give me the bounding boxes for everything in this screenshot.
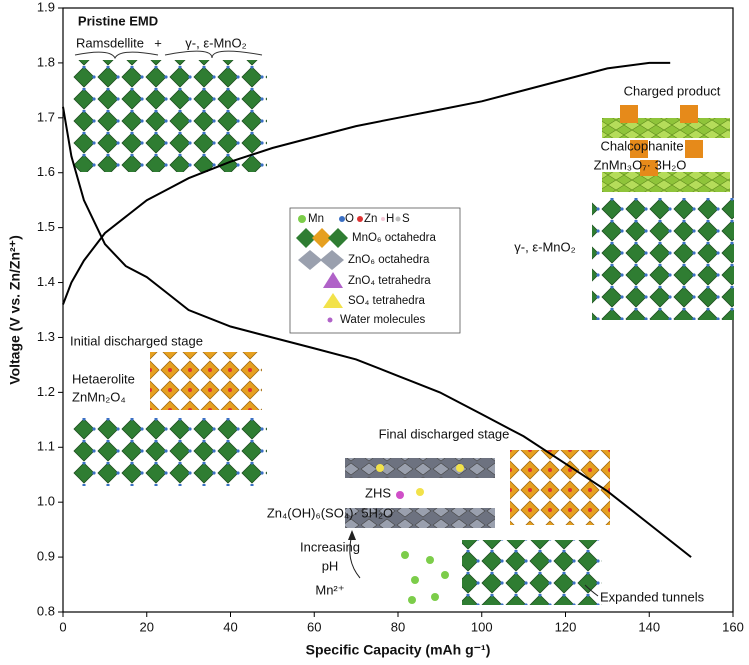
annotation: γ-, ε-MnO₂ [185, 35, 246, 50]
x-tick-label: 160 [722, 619, 744, 634]
curve [62, 106, 692, 558]
annotation: Increasing [300, 539, 360, 554]
y-tick-label: 1.9 [37, 0, 55, 14]
y-axis-title: Voltage (V vs. Zn/Zn²⁺) [7, 235, 23, 384]
x-tick-label: 60 [307, 619, 321, 634]
key-atom: H [386, 213, 394, 225]
annotation: Hetaerolite [72, 371, 135, 386]
key-atom: Mn [308, 213, 324, 225]
y-tick-label: 1.3 [37, 329, 55, 344]
curve [62, 61, 671, 305]
key-atom: S [402, 213, 410, 225]
y-tick-label: 1.6 [37, 164, 55, 179]
x-tick-label: 80 [391, 619, 405, 634]
y-tick-label: 1.5 [37, 219, 55, 234]
x-tick-label: 0 [59, 619, 66, 634]
annotation: ZnMn₂O₄ [72, 389, 126, 404]
key-unit: MnO₆ octahedra [352, 232, 437, 244]
x-tick-label: 140 [638, 619, 660, 634]
annotation: + [154, 35, 162, 50]
annotation: Expanded tunnels [600, 589, 705, 604]
key-unit: ZnO₆ octahedra [348, 254, 430, 266]
annotation: Initial discharged stage [70, 333, 203, 348]
annotation: Chalcophanite [600, 138, 683, 153]
x-axis-title: Specific Capacity (mAh g⁻¹) [306, 642, 491, 658]
annotation: Pristine EMD [78, 13, 158, 28]
x-tick-label: 100 [471, 619, 493, 634]
y-tick-label: 0.9 [37, 549, 55, 564]
annotation: pH [322, 558, 339, 573]
key-atom: O [345, 213, 354, 225]
y-tick-label: 1.0 [37, 494, 55, 509]
x-tick-label: 40 [223, 619, 237, 634]
x-tick-label: 120 [555, 619, 577, 634]
key-atom: Zn [364, 213, 377, 225]
annotation: Ramsdellite [76, 35, 144, 50]
annotation: Charged product [624, 83, 721, 98]
annotation: ZnMn₃O₇· 3H₂O [594, 157, 687, 172]
y-tick-label: 1.2 [37, 384, 55, 399]
structures [72, 50, 734, 605]
annotation: γ-, ε-MnO₂ [514, 239, 575, 254]
annotation: ZHS [365, 485, 391, 500]
annotation: Zn₄(OH)₆(SO₄)· 5H₂O [267, 505, 393, 520]
x-tick-label: 20 [140, 619, 154, 634]
y-tick-label: 0.8 [37, 603, 55, 618]
key-unit: SO₄ tetrahedra [348, 295, 426, 307]
key-unit: ZnO₄ tetrahedra [348, 275, 431, 287]
annotation: Final discharged stage [379, 426, 510, 441]
y-tick-label: 1.1 [37, 439, 55, 454]
y-tick-label: 1.7 [37, 109, 55, 124]
structure-key [289, 207, 461, 334]
key-unit: Water molecules [340, 314, 425, 326]
y-tick-label: 1.8 [37, 54, 55, 69]
y-tick-label: 1.4 [37, 274, 55, 289]
annotation: Mn²⁺ [315, 582, 344, 597]
